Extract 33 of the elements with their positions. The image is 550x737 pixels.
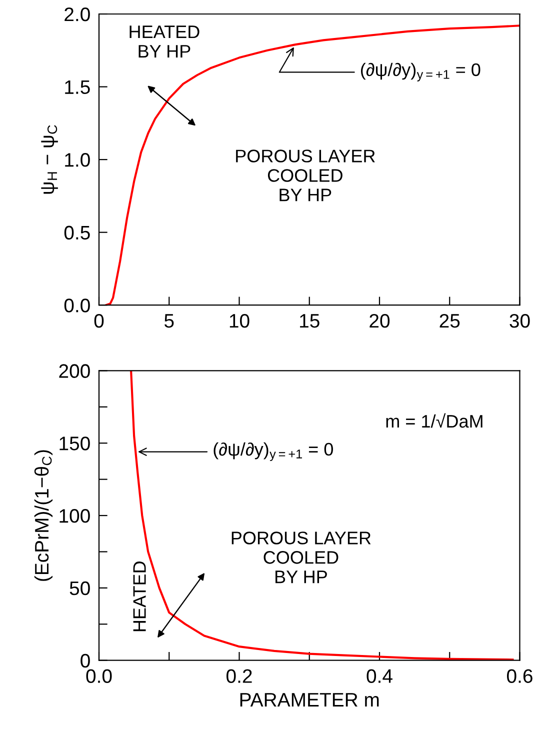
x-tick-label: 10 [230,314,250,328]
x-tick-label: 15 [300,314,320,328]
x-tick-label: 20 [370,314,390,328]
annotation: m = 1/√DaM [386,413,482,428]
x-tick-label: 0.6 [506,669,532,683]
annotation: HEATED BY HP [130,26,200,58]
annotation: POROUS LAYER COOLED BY HP [236,150,375,202]
y-tick-label: 0.0 [64,298,90,312]
y-tick-label: 0 [80,654,90,668]
x-tick-label: 30 [510,314,530,328]
y-tick-label: 100 [60,509,90,523]
annotation: (∂ψ/∂y)$_{y=+1}$ = 0 [360,62,480,82]
y-tick-label: 200 [59,364,90,378]
y-tick-label: 50 [70,581,90,596]
annotation: HEATED [133,562,146,632]
y-tick-label: 1.0 [65,153,90,167]
x-axis-title: PARAMETER m [240,693,379,706]
y-tick-label: 1.5 [65,80,90,94]
y-axis-title: ψ$_{H}$ − ψ$_{C}$ [41,125,58,194]
x-tick-label: 0.4 [366,669,392,683]
y-tick-label: 0.5 [64,226,90,240]
line-series [104,24,520,306]
line-series [130,370,514,660]
x-tick-label: 25 [440,314,460,328]
y-tick-label: 2.0 [64,7,90,22]
x-tick-label: 0.2 [226,669,252,683]
annotation: (∂ψ/∂y)$_{y=+1}$ = 0 [214,442,333,461]
y-axis-title: (EcPrM)/(1−θ$_{C}$) [34,450,53,581]
annotation: POROUS LAYER COOLED BY HP [232,532,371,584]
x-tick-label: 0.0 [86,669,112,683]
x-tick-label: 0 [94,314,104,328]
x-tick-label: 5 [164,314,174,328]
y-tick-label: 150 [60,436,90,450]
